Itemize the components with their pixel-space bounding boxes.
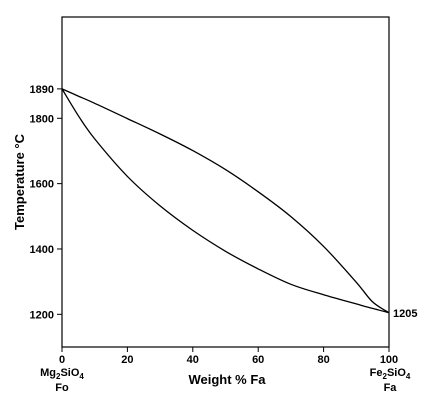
x-axis: 0 20 40 60 80 100 (59, 347, 398, 366)
x-tick-label: 20 (121, 354, 133, 366)
left-end-name: Fo (55, 382, 69, 394)
liquidus-curve (61, 88, 390, 314)
y-axis: 1200 1400 1600 1800 1890 (30, 84, 62, 321)
right-temperature-label: 1205 (393, 308, 417, 320)
left-formula-label: Mg2SiO4 (40, 367, 84, 381)
x-axis-title: Weight % Fa (188, 372, 266, 387)
x-tick-label: 100 (380, 354, 398, 366)
x-tick-label: 80 (317, 354, 329, 366)
y-tick-label: 1400 (30, 244, 54, 256)
x-tick-label: 60 (252, 354, 264, 366)
y-tick-label: 1200 (30, 309, 54, 321)
y-axis-title: Temperature °C (12, 133, 27, 230)
series-group (61, 88, 390, 314)
right-formula-label: Fe2SiO4 (370, 367, 411, 381)
y-tick-label: 1600 (30, 179, 54, 191)
solidus-curve (61, 88, 390, 314)
plot-frame (61, 16, 390, 348)
y-tick-label: 1800 (30, 113, 54, 125)
x-tick-label: 0 (59, 354, 65, 366)
y-tick-label: 1890 (30, 84, 54, 96)
right-end-name: Fa (384, 382, 398, 394)
x-tick-label: 40 (187, 354, 199, 366)
